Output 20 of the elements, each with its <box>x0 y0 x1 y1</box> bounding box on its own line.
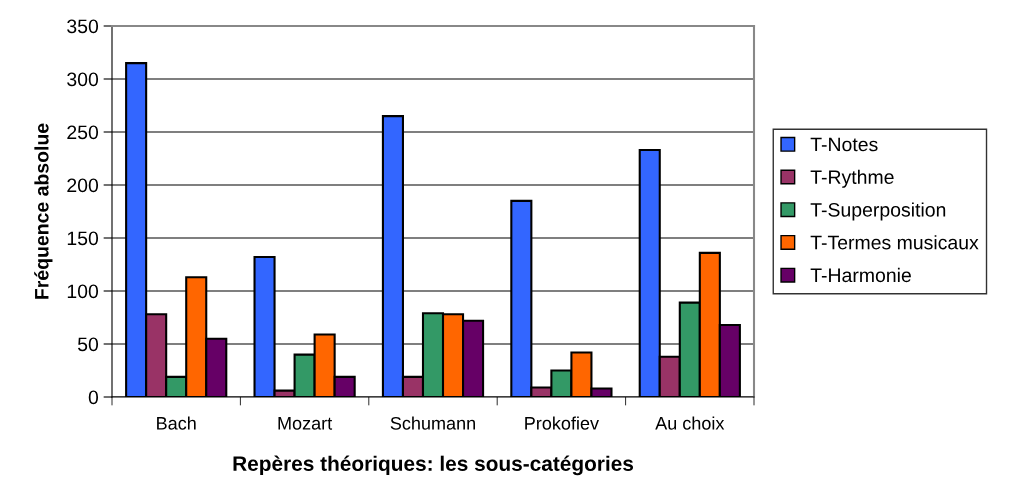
legend-label: T-Termes musicaux <box>810 235 979 250</box>
y-tick-label: 300 <box>67 72 99 87</box>
legend-label: T-Notes <box>810 137 878 152</box>
y-tick-label: 100 <box>67 284 99 299</box>
y-tick-label: 350 <box>67 19 99 34</box>
y-tick-label: 150 <box>67 231 99 246</box>
legend-label: T-Superposition <box>810 202 946 221</box>
y-tick-label: 0 <box>88 390 99 405</box>
y-axis-title: Fréquence absolue <box>34 123 53 299</box>
x-tick-label: Prokofiev <box>525 416 599 430</box>
x-axis-title: Repères théoriques: les sous-catégories <box>233 455 634 476</box>
x-tick-label: Bach <box>157 416 196 430</box>
legend-label: T-Rythme <box>810 169 894 188</box>
y-tick-label: 200 <box>67 178 99 193</box>
x-tick-label: Mozart <box>278 417 333 430</box>
x-tick-label: Au choix <box>655 416 725 430</box>
y-tick-label: 50 <box>77 337 99 352</box>
legend-label: T-Harmonie <box>810 267 911 283</box>
y-tick-label: 250 <box>67 125 99 140</box>
x-tick-label: Schumann <box>390 416 475 430</box>
